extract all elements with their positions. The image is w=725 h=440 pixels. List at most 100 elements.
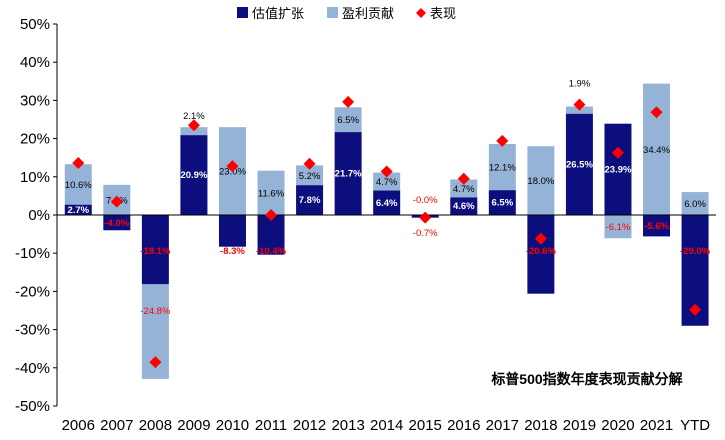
performance-point-2021 — [650, 106, 663, 119]
data-label-earnings-2018: 18.0% — [527, 176, 554, 187]
data-label-valuation-2020: 23.9% — [605, 164, 632, 175]
data-label-earnings-2021: 34.4% — [643, 145, 670, 156]
x-tick-label: 2012 — [293, 417, 326, 434]
performance-point-2014 — [380, 165, 393, 178]
performance-point-2016 — [457, 172, 470, 185]
data-label-valuation-2012: 7.8% — [299, 195, 321, 206]
performance-point-2006 — [72, 157, 85, 170]
data-label-valuation-2008: -18.1% — [140, 246, 171, 257]
legend: 估值扩张 盈利贡献 表现 — [237, 6, 456, 21]
legend-swatch-earnings — [327, 7, 338, 18]
performance-point-2020 — [611, 146, 624, 159]
bar-earnings-2013 — [334, 107, 362, 133]
bar-earnings-2011 — [257, 170, 285, 215]
bar-valuation-2010 — [218, 215, 246, 247]
bar-valuation-2007 — [103, 215, 131, 231]
bar-earnings-2016 — [450, 179, 478, 198]
bar-valuation-2006 — [64, 204, 92, 215]
data-label-earnings-2017: 12.1% — [489, 163, 516, 174]
legend-swatch-performance — [416, 8, 426, 18]
data-label-valuation-2013: 21.7% — [335, 169, 362, 180]
data-label-earnings-2013: 6.5% — [337, 115, 359, 126]
data-label-earnings-2006: 10.6% — [65, 180, 92, 191]
y-tick-label: 0% — [28, 207, 50, 224]
data-label-earnings-2008: -24.8% — [140, 306, 171, 317]
y-tick-label: -20% — [15, 283, 50, 300]
data-label-earnings-2012: 5.2% — [299, 171, 321, 182]
data-label-valuation-2018: -20.6% — [526, 246, 557, 257]
x-tick-label: 2016 — [447, 417, 480, 434]
bar-earnings-YTD — [681, 192, 709, 215]
data-label-valuation-2006: 2.7% — [67, 205, 89, 216]
performance-point-2011 — [265, 209, 278, 221]
y-tick-label: -40% — [15, 360, 50, 377]
data-label-earnings-2014: 4.7% — [376, 177, 398, 188]
performance-point-2012 — [303, 157, 316, 170]
bar-valuation-2014 — [373, 190, 401, 215]
x-tick-label: 2008 — [139, 417, 172, 434]
data-label-earnings-2019: 1.9% — [569, 79, 591, 90]
y-tick-label: -30% — [15, 322, 50, 339]
x-tick-label: 2011 — [255, 417, 287, 434]
data-label-valuation-YTD: -29.0% — [680, 246, 711, 257]
legend-label-performance: 表现 — [430, 6, 456, 21]
data-label-valuation-2015: -0.7% — [413, 228, 438, 239]
data-label-valuation-2011: -10.4% — [256, 246, 287, 257]
y-tick-label: 40% — [20, 54, 50, 71]
data-label-earnings-2010: 23.0% — [219, 167, 246, 178]
x-tick-label: 2018 — [524, 417, 557, 434]
data-label-valuation-2009: 20.9% — [180, 170, 207, 181]
bar-valuation-2009 — [180, 135, 208, 215]
bar-earnings-2021 — [643, 83, 671, 215]
x-tick-label: YTD — [680, 417, 710, 434]
bar-valuation-2021 — [643, 215, 671, 237]
y-tick-label: 10% — [20, 169, 50, 186]
x-tick-label: 2014 — [370, 417, 403, 434]
bar-earnings-2018 — [527, 146, 555, 215]
bar-valuation-2016 — [450, 197, 478, 215]
bar-valuation-2012 — [296, 185, 324, 215]
x-tick-label: 2017 — [486, 417, 519, 434]
performance-point-2015 — [419, 211, 432, 224]
bar-valuation-2019 — [565, 113, 593, 215]
performance-point-2013 — [342, 95, 355, 108]
bar-earnings-2017 — [488, 143, 516, 191]
performance-point-2019 — [573, 98, 586, 111]
x-tick-label: 2015 — [409, 417, 442, 434]
performance-point-2009 — [187, 119, 200, 132]
y-tick-label: -50% — [15, 398, 50, 415]
bar-valuation-2013 — [334, 132, 362, 215]
y-tick-label: 50% — [20, 16, 50, 33]
performance-point-2017 — [496, 134, 509, 147]
data-label-valuation-2007: -4.0% — [104, 218, 129, 229]
legend-label-earnings: 盈利贡献 — [342, 6, 394, 21]
bar-valuation-2008 — [141, 215, 169, 285]
bar-valuation-2011 — [257, 215, 285, 255]
data-label-earnings-2020: -6.1% — [606, 222, 631, 233]
data-label-valuation-2014: 6.4% — [376, 198, 398, 209]
x-tick-label: 2010 — [216, 417, 249, 434]
bar-valuation-2017 — [488, 190, 516, 215]
data-label-valuation-2021: -5.6% — [644, 221, 669, 232]
data-label-earnings-2016: 4.7% — [453, 184, 475, 195]
bar-valuation-2018 — [527, 215, 555, 294]
data-label-valuation-2017: 6.5% — [491, 198, 513, 209]
data-label-valuation-2016: 4.6% — [453, 201, 475, 212]
legend-swatch-valuation — [237, 7, 248, 18]
legend-label-valuation: 估值扩张 — [252, 6, 304, 21]
performance-point-2010 — [226, 160, 239, 173]
x-tick-label: 2020 — [601, 417, 634, 434]
data-label-earnings-2015: -0.0% — [413, 195, 438, 206]
x-tick-label: 2009 — [177, 417, 210, 434]
data-label-earnings-2009: 2.1% — [183, 111, 205, 122]
x-tick-label: 2013 — [331, 417, 364, 434]
data-label-valuation-2019: 26.5% — [566, 159, 593, 170]
performance-point-2007 — [110, 195, 123, 208]
bar-earnings-2014 — [373, 172, 401, 191]
x-tick-label: 2021 — [640, 417, 673, 434]
x-tick-label: 2007 — [100, 417, 133, 434]
y-tick-label: 30% — [20, 92, 50, 109]
x-axis: 2006 2007 2008 2009 2010 2011 2012 2013 2014 2015… — [62, 417, 711, 434]
bar-earnings-2020 — [604, 215, 632, 239]
